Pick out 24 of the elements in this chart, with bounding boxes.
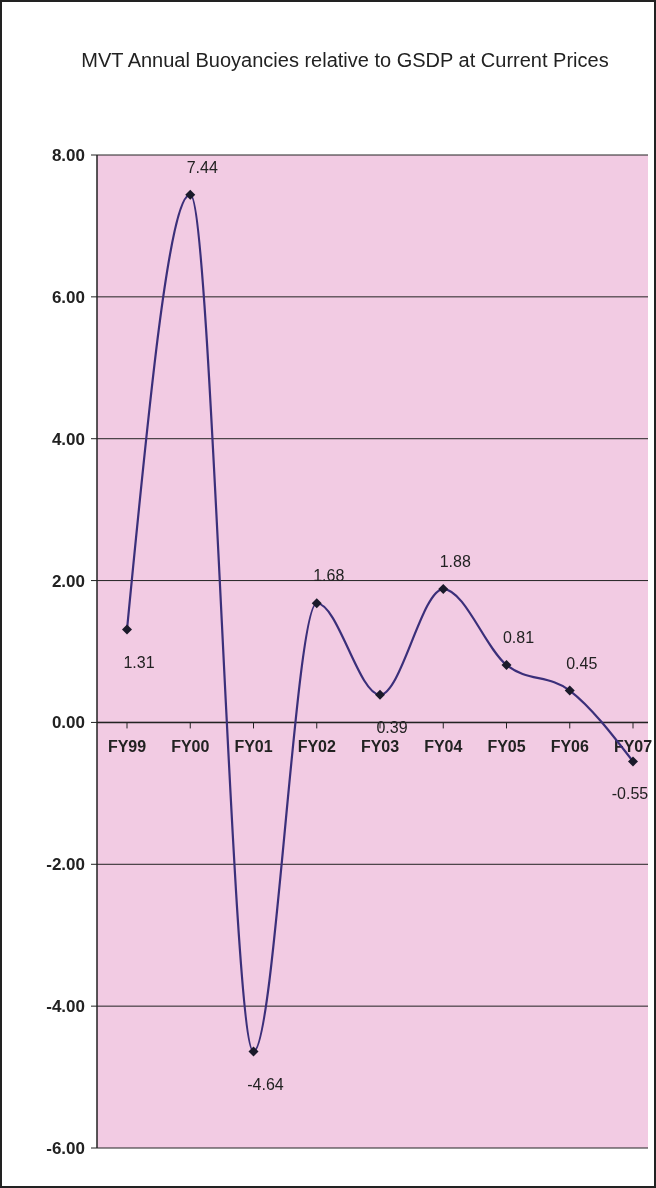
data-label: 1.31 [123,653,155,671]
y-tick-label: 2.00 [51,571,85,591]
y-tick-label: 0.00 [51,713,85,733]
x-tick-label: FY02 [297,738,336,756]
y-tick-label: -4.00 [46,997,85,1017]
y-tick-label: -6.00 [46,1138,85,1158]
x-tick-label: FY99 [107,738,147,756]
x-tick-label: FY04 [424,738,463,756]
data-label: -0.55 [611,785,649,803]
data-label: 0.45 [566,654,598,672]
x-tick-label: FY03 [360,738,400,756]
x-tick-label: FY01 [234,738,273,756]
x-tick-label: FY00 [171,738,210,756]
y-tick-label: 8.00 [51,145,85,165]
y-tick-label: 6.00 [51,287,85,307]
chart-title: MVT Annual Buoyancies relative to GSDP at Current Prices [81,49,609,71]
data-label: 7.44 [186,158,218,176]
x-tick-label: FY06 [550,738,589,756]
data-label: -4.64 [247,1075,284,1093]
x-tick-label: FY05 [487,738,526,756]
data-label: 1.88 [439,553,471,571]
data-label: 0.81 [502,628,535,646]
y-tick-label: -2.00 [46,855,85,875]
y-tick-label: 4.00 [51,429,85,449]
